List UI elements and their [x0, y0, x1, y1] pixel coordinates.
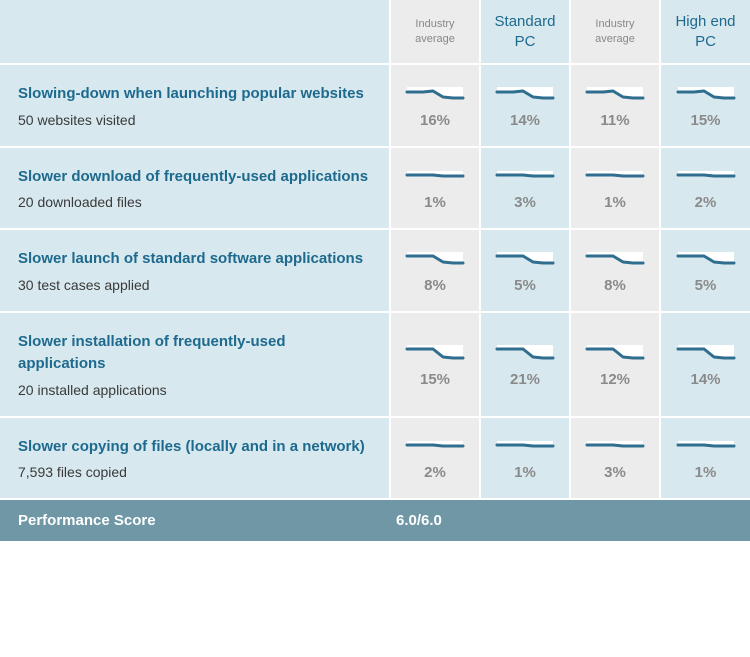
percentage-value: 3% [487, 194, 563, 211]
percentage-value: 5% [667, 277, 744, 294]
value-cell: 14% [660, 312, 750, 417]
value-cell: 15% [660, 64, 750, 147]
value-cell: 1% [390, 147, 480, 230]
value-cell: 1% [570, 147, 660, 230]
percentage-value: 8% [577, 277, 653, 294]
percentage-value: 3% [577, 464, 653, 481]
test-title: Slowing-down when launching popular webs… [18, 83, 371, 106]
test-subtitle: 20 installed applications [18, 382, 371, 398]
percentage-value: 16% [397, 112, 473, 129]
value-cell: 1% [660, 417, 750, 500]
percentage-value: 14% [667, 371, 744, 388]
percentage-value: 8% [397, 277, 473, 294]
footer-spacer [480, 499, 570, 541]
percentage-value: 21% [487, 371, 563, 388]
footer-row: Performance Score 6.0/6.0 [0, 499, 750, 541]
header-row: IndustryaverageStandardPCIndustryaverage… [0, 0, 750, 64]
percentage-value: 14% [487, 112, 563, 129]
performance-table: IndustryaverageStandardPCIndustryaverage… [0, 0, 750, 541]
value-cell: 16% [390, 64, 480, 147]
value-cell: 8% [570, 229, 660, 312]
footer-spacer [570, 499, 660, 541]
footer-spacer [660, 499, 750, 541]
value-cell: 5% [480, 229, 570, 312]
value-cell: 2% [660, 147, 750, 230]
column-header-1: StandardPC [480, 0, 570, 64]
percentage-value: 1% [577, 194, 653, 211]
percentage-value: 1% [667, 464, 744, 481]
percentage-value: 15% [667, 112, 744, 129]
value-cell: 11% [570, 64, 660, 147]
value-cell: 21% [480, 312, 570, 417]
column-header-0: Industryaverage [390, 0, 480, 64]
percentage-value: 11% [577, 112, 653, 129]
test-row: Slower launch of standard software appli… [0, 229, 750, 312]
test-title: Slower launch of standard software appli… [18, 248, 371, 271]
percentage-value: 15% [397, 371, 473, 388]
value-cell: 3% [480, 147, 570, 230]
column-header-3: High endPC [660, 0, 750, 64]
value-cell: 8% [390, 229, 480, 312]
test-subtitle: 20 downloaded files [18, 194, 371, 210]
test-row: Slower installation of frequently-used a… [0, 312, 750, 417]
value-cell: 14% [480, 64, 570, 147]
value-cell: 3% [570, 417, 660, 500]
percentage-value: 12% [577, 371, 653, 388]
percentage-value: 2% [397, 464, 473, 481]
value-cell: 5% [660, 229, 750, 312]
test-title: Slower copying of files (locally and in … [18, 436, 371, 459]
value-cell: 15% [390, 312, 480, 417]
test-label: Slower launch of standard software appli… [0, 229, 390, 312]
footer-score: 6.0/6.0 [390, 499, 480, 541]
value-cell: 2% [390, 417, 480, 500]
test-label: Slower copying of files (locally and in … [0, 417, 390, 500]
value-cell: 1% [480, 417, 570, 500]
test-label: Slower download of frequently-used appli… [0, 147, 390, 230]
test-subtitle: 30 test cases applied [18, 277, 371, 293]
footer-label: Performance Score [0, 499, 390, 541]
test-title: Slower download of frequently-used appli… [18, 166, 371, 189]
percentage-value: 2% [667, 194, 744, 211]
test-label: Slower installation of frequently-used a… [0, 312, 390, 417]
test-row: Slower copying of files (locally and in … [0, 417, 750, 500]
column-header-2: Industryaverage [570, 0, 660, 64]
test-row: Slowing-down when launching popular webs… [0, 64, 750, 147]
test-subtitle: 7,593 files copied [18, 464, 371, 480]
percentage-value: 1% [487, 464, 563, 481]
percentage-value: 5% [487, 277, 563, 294]
test-title: Slower installation of frequently-used a… [18, 331, 371, 376]
header-empty [0, 0, 390, 64]
test-label: Slowing-down when launching popular webs… [0, 64, 390, 147]
value-cell: 12% [570, 312, 660, 417]
test-row: Slower download of frequently-used appli… [0, 147, 750, 230]
test-subtitle: 50 websites visited [18, 112, 371, 128]
percentage-value: 1% [397, 194, 473, 211]
